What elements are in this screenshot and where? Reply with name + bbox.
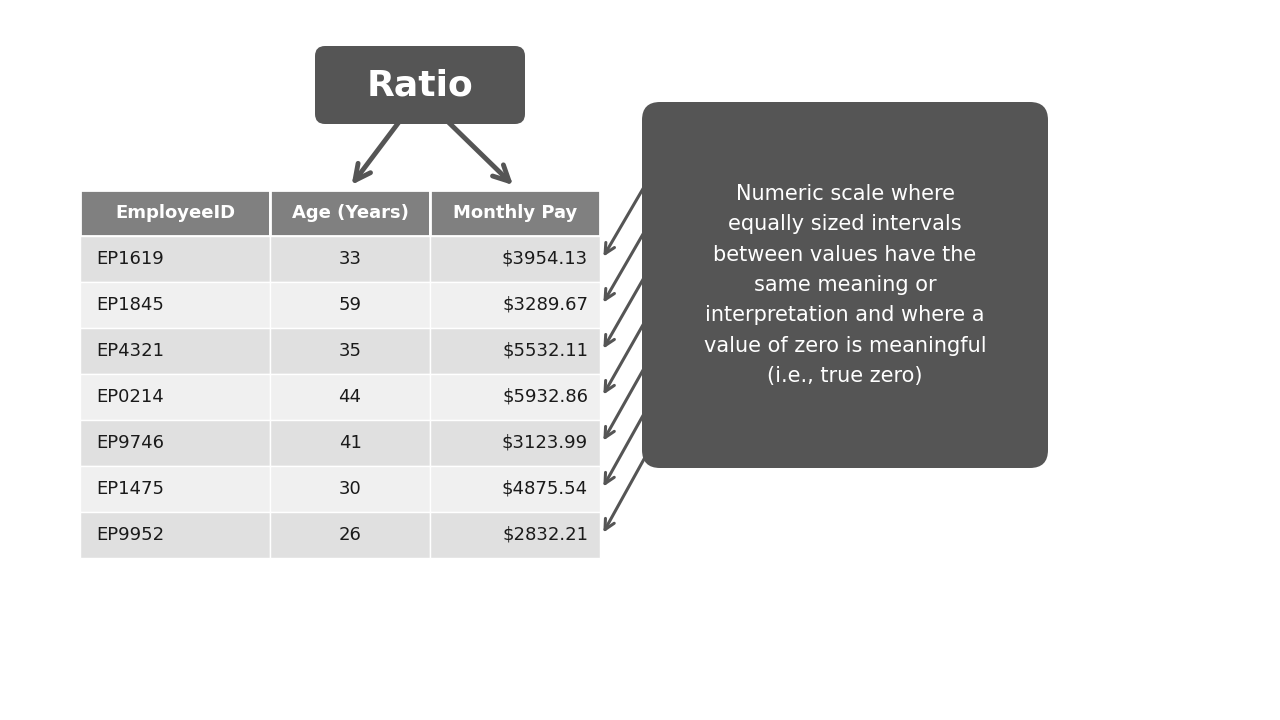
Bar xyxy=(270,466,430,512)
Text: EP4321: EP4321 xyxy=(96,342,164,360)
Bar xyxy=(79,328,270,374)
Text: EP1845: EP1845 xyxy=(96,296,164,314)
Text: Numeric scale where
equally sized intervals
between values have the
same meaning: Numeric scale where equally sized interv… xyxy=(704,184,987,386)
Text: $5532.11: $5532.11 xyxy=(502,342,588,360)
Text: $3123.99: $3123.99 xyxy=(502,434,588,452)
Bar xyxy=(430,512,600,558)
Text: 33: 33 xyxy=(338,250,361,268)
Bar xyxy=(270,420,430,466)
Text: Ratio: Ratio xyxy=(366,68,474,102)
Bar xyxy=(79,236,270,282)
Bar xyxy=(79,466,270,512)
Text: EP1619: EP1619 xyxy=(96,250,164,268)
Bar xyxy=(430,282,600,328)
Text: $4875.54: $4875.54 xyxy=(502,480,588,498)
Bar xyxy=(430,236,600,282)
Bar xyxy=(430,466,600,512)
Bar xyxy=(430,190,600,236)
Text: 44: 44 xyxy=(338,388,361,406)
Bar xyxy=(430,420,600,466)
Bar xyxy=(430,374,600,420)
FancyBboxPatch shape xyxy=(315,46,525,124)
Text: $3289.67: $3289.67 xyxy=(502,296,588,314)
Text: EP1475: EP1475 xyxy=(96,480,164,498)
Text: 35: 35 xyxy=(338,342,361,360)
Bar xyxy=(270,374,430,420)
Bar xyxy=(270,236,430,282)
Text: 30: 30 xyxy=(339,480,361,498)
Bar xyxy=(79,374,270,420)
Bar xyxy=(270,512,430,558)
Bar xyxy=(270,328,430,374)
Bar xyxy=(270,190,430,236)
Text: Age (Years): Age (Years) xyxy=(292,204,408,222)
Text: Monthly Pay: Monthly Pay xyxy=(453,204,577,222)
Text: 26: 26 xyxy=(339,526,361,544)
Text: EP9952: EP9952 xyxy=(96,526,164,544)
Text: 41: 41 xyxy=(339,434,361,452)
Bar xyxy=(270,282,430,328)
Text: EmployeeID: EmployeeID xyxy=(115,204,236,222)
Text: EP9746: EP9746 xyxy=(96,434,164,452)
Bar xyxy=(79,190,270,236)
Bar xyxy=(430,328,600,374)
Text: $5932.86: $5932.86 xyxy=(502,388,588,406)
Bar xyxy=(79,512,270,558)
Text: EP0214: EP0214 xyxy=(96,388,164,406)
Bar xyxy=(79,282,270,328)
Bar xyxy=(79,420,270,466)
Text: $2832.21: $2832.21 xyxy=(502,526,588,544)
Text: 59: 59 xyxy=(338,296,361,314)
Text: $3954.13: $3954.13 xyxy=(502,250,588,268)
FancyBboxPatch shape xyxy=(643,102,1048,468)
